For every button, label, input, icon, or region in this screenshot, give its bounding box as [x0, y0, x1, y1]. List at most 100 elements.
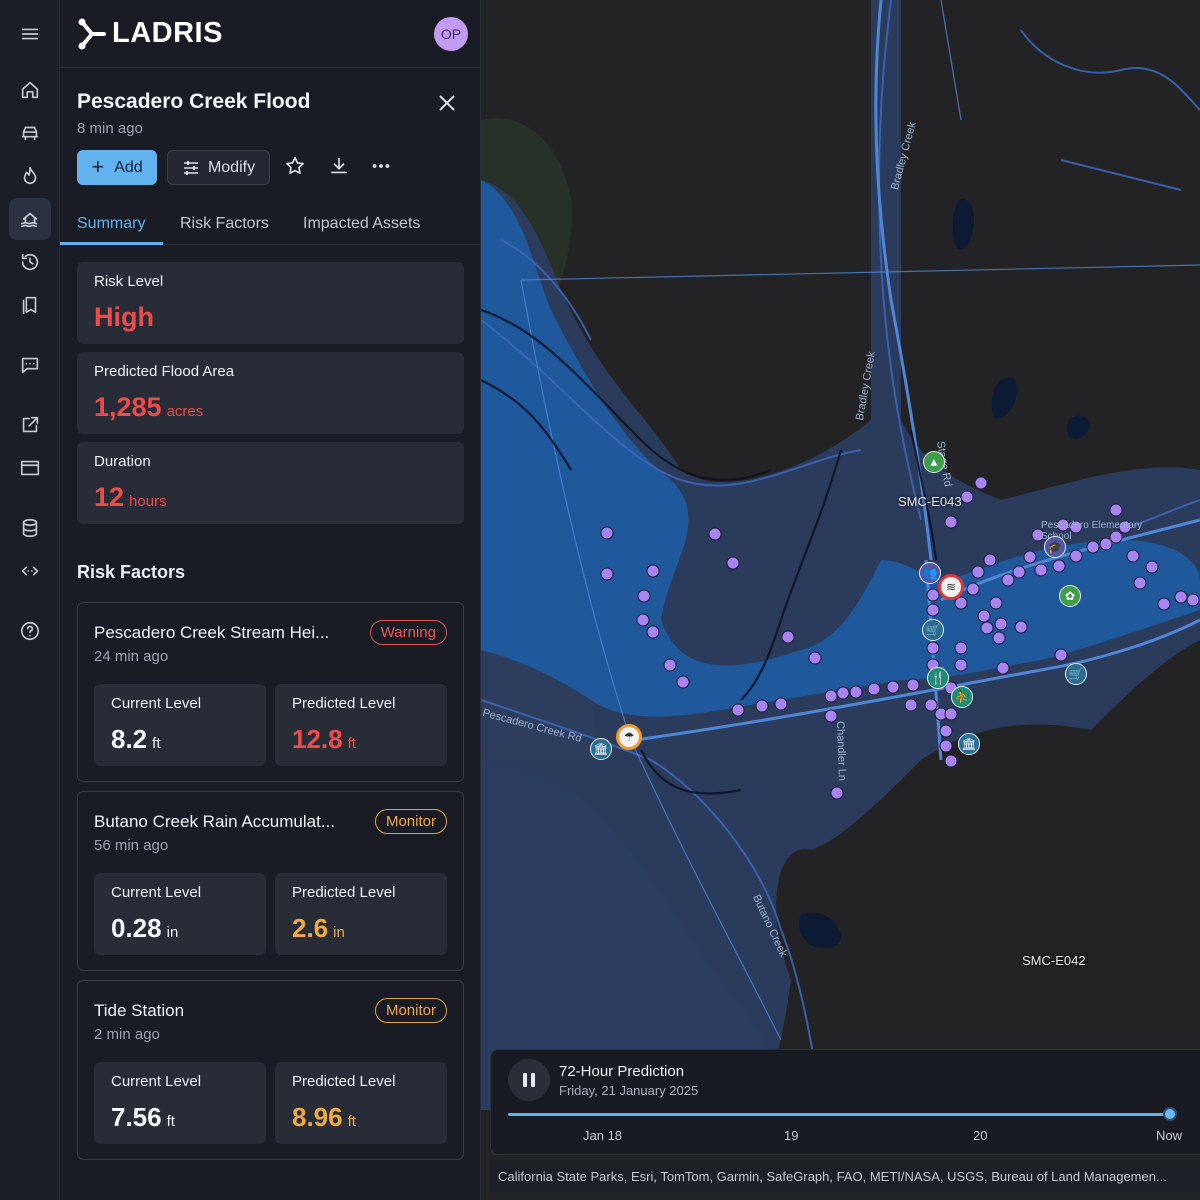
timeline-track[interactable] — [508, 1113, 1172, 1116]
pond — [1066, 415, 1090, 439]
pond — [991, 377, 1018, 419]
risk-factor-card[interactable]: Butano Creek Rain Accumulat... 56 min ag… — [77, 791, 464, 971]
current-level-unit: ft — [166, 1113, 175, 1130]
logo[interactable]: LADRIS — [78, 17, 223, 50]
current-level-value: 8.2 ft — [111, 724, 161, 755]
dark-road-lines — [481, 308, 938, 795]
government-building-icon[interactable]: 🏛 — [958, 733, 980, 755]
predicted-level-unit: in — [333, 924, 345, 941]
shopping-cart-icon[interactable]: 🛒 — [922, 619, 944, 641]
status-badge: Warning — [369, 620, 447, 645]
risk-factor-title: Tide Station — [94, 1001, 185, 1020]
bookmarks-icon[interactable] — [9, 284, 51, 326]
community-icon[interactable]: 👥 — [919, 562, 941, 584]
avatar[interactable]: OP — [434, 17, 468, 51]
boundary-lines — [520, 0, 1200, 1041]
flood-zone — [481, 760, 781, 1110]
car-icon[interactable] — [9, 112, 51, 154]
timeline-tick: 19 — [784, 1128, 799, 1143]
icon-rail — [0, 0, 60, 1200]
risk-factor-title: Pescadero Creek Stream Hei... — [94, 623, 330, 642]
flood-area-unit: acres — [166, 403, 204, 420]
asset-dots — [600, 476, 1200, 800]
download-button[interactable] — [328, 155, 352, 179]
close-button[interactable] — [436, 92, 458, 114]
star-icon — [286, 156, 304, 174]
shopping-cart-icon[interactable]: 🛒 — [1065, 663, 1087, 685]
modify-label: Modify — [207, 158, 256, 176]
predicted-level-value: 12.8 ft — [292, 724, 356, 755]
tab-summary[interactable]: Summary — [77, 215, 146, 232]
active-tab-indicator — [60, 242, 163, 245]
school-icon[interactable]: 🎓 — [1044, 536, 1066, 558]
chat-icon[interactable] — [9, 344, 51, 386]
current-level-number: 7.56 — [111, 1102, 162, 1132]
code-icon[interactable] — [9, 550, 51, 592]
flood-sensor-icon[interactable]: ≋ — [938, 574, 964, 600]
timeline-tick: Now — [1156, 1128, 1183, 1143]
fire-icon[interactable] — [9, 155, 51, 197]
history-icon[interactable] — [9, 241, 51, 283]
risk-factor-title: Butano Creek Rain Accumulat... — [94, 812, 335, 831]
help-icon[interactable] — [9, 610, 51, 652]
current-level-value: 0.28 in — [111, 913, 178, 944]
predicted-level-label: Predicted Level — [292, 884, 396, 901]
predicted-level-number: 2.6 — [292, 913, 329, 943]
pond — [952, 199, 975, 250]
timeline-tick: Jan 18 — [583, 1128, 623, 1143]
garden-icon[interactable]: ✿ — [1059, 585, 1081, 607]
modify-button[interactable]: Modify — [167, 150, 270, 185]
window-icon[interactable] — [9, 447, 51, 489]
pond — [799, 912, 841, 949]
menu-icon[interactable] — [9, 13, 51, 55]
timeline-title: 72-Hour Prediction — [559, 1063, 685, 1080]
risk-level-card: Risk Level High — [77, 262, 464, 344]
close-icon — [439, 95, 455, 111]
flood-area-card: Predicted Flood Area 1,285 acres — [77, 352, 464, 434]
favorite-button[interactable] — [284, 155, 308, 179]
flood-icon[interactable] — [9, 198, 51, 240]
status-badge: Monitor — [374, 809, 447, 834]
playground-icon[interactable]: ⛹ — [951, 686, 973, 708]
sliders-icon — [183, 160, 198, 175]
government-building-icon[interactable]: 🏛 — [590, 738, 612, 760]
sensor-label: SMC-E042 — [1022, 953, 1086, 968]
tab-risk-factors[interactable]: Risk Factors — [180, 215, 269, 232]
predicted-level-unit: ft — [347, 735, 356, 752]
pause-button[interactable] — [508, 1059, 550, 1101]
home-icon[interactable] — [9, 69, 51, 111]
more-button[interactable] — [370, 155, 394, 179]
incident-panel: LADRIS OP Pescadero Creek Flood 8 min ag… — [60, 0, 481, 1200]
timeline-handle[interactable] — [1163, 1107, 1177, 1121]
map-canvas[interactable]: Bradley Creek Bradley Creek Stage Rd But… — [481, 0, 1200, 1200]
tab-impacted-assets[interactable]: Impacted Assets — [303, 215, 421, 232]
add-button[interactable]: + Add — [77, 150, 157, 185]
incident-title: Pescadero Creek Flood — [77, 90, 311, 113]
top-bar: LADRIS OP — [60, 0, 480, 68]
download-icon — [330, 157, 348, 174]
risk-factor-card[interactable]: Tide Station 2 min ago Monitor Current L… — [77, 980, 464, 1160]
more-icon — [372, 164, 390, 168]
risk-level-value: High — [94, 302, 154, 332]
predicted-level-value: 2.6 in — [292, 913, 345, 944]
current-level-label: Current Level — [111, 695, 202, 712]
current-level-unit: in — [166, 924, 179, 941]
risk-factors-heading: Risk Factors — [77, 562, 186, 582]
risk-factor-card[interactable]: Pescadero Creek Stream Hei... 24 min ago… — [77, 602, 464, 782]
status-badge: Monitor — [374, 998, 447, 1023]
duration-value: 12 hours — [94, 482, 167, 513]
road-label: Chandler Ln — [833, 720, 849, 782]
map-attribution: California State Parks, Esri, TomTom, Ga… — [490, 1160, 1200, 1192]
timeline-date: Friday, 21 January 2025 — [559, 1083, 699, 1098]
rain-gauge-icon[interactable]: ☂ — [616, 724, 642, 750]
flood-area-number: 1,285 — [94, 392, 162, 422]
pause-icon — [523, 1073, 535, 1087]
database-icon[interactable] — [9, 507, 51, 549]
restaurant-icon[interactable]: 🍴 — [927, 667, 949, 689]
external-link-icon[interactable] — [9, 404, 51, 446]
prediction-timeline: 72-Hour Prediction Friday, 21 January 20… — [490, 1049, 1200, 1155]
park-icon[interactable]: ▲ — [923, 451, 945, 473]
logo-mark-icon — [78, 18, 106, 49]
plus-icon: + — [91, 153, 105, 179]
incident-updated: 8 min ago — [77, 120, 143, 137]
